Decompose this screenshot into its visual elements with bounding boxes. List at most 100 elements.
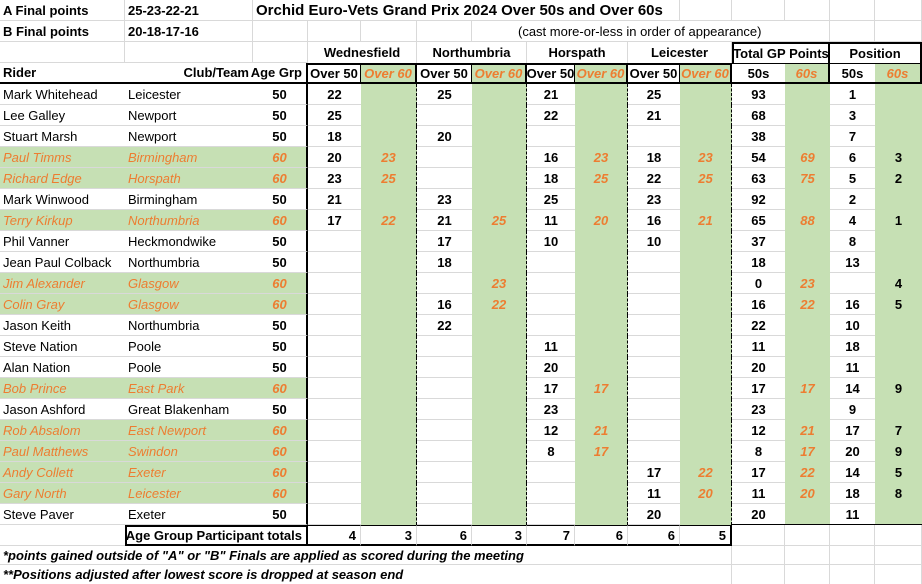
score-cell[interactable] <box>680 252 732 273</box>
score-cell[interactable] <box>680 84 732 105</box>
score-cell[interactable]: 20 <box>308 147 361 168</box>
over60-header-leicester[interactable]: Over 60 <box>680 63 732 84</box>
score-cell[interactable]: 23 <box>361 147 417 168</box>
total-50s-cell[interactable]: 68 <box>732 105 785 126</box>
score-cell[interactable]: 25 <box>527 189 575 210</box>
score-cell[interactable]: 25 <box>308 105 361 126</box>
age-grp-cell[interactable]: 50 <box>253 126 308 147</box>
age-grp-cell[interactable]: 60 <box>253 483 308 504</box>
participant-total-cell[interactable]: 5 <box>680 525 732 546</box>
club-cell[interactable]: Glasgow <box>125 294 253 315</box>
score-cell[interactable] <box>680 126 732 147</box>
score-cell[interactable] <box>575 252 628 273</box>
total-50s-cell[interactable]: 23 <box>732 399 785 420</box>
position-50s-cell[interactable]: 8 <box>830 231 875 252</box>
score-cell[interactable]: 21 <box>575 420 628 441</box>
score-cell[interactable] <box>417 273 472 294</box>
cast-note[interactable]: (cast more-or-less in order of appearanc… <box>472 21 830 42</box>
score-cell[interactable]: 25 <box>361 168 417 189</box>
age-grp-cell[interactable]: 50 <box>253 231 308 252</box>
club-cell[interactable]: Exeter <box>125 504 253 525</box>
position-60s-cell[interactable]: 7 <box>875 420 922 441</box>
score-cell[interactable] <box>308 462 361 483</box>
score-cell[interactable] <box>680 441 732 462</box>
score-cell[interactable]: 20 <box>417 126 472 147</box>
score-cell[interactable] <box>472 420 527 441</box>
total-50s-cell[interactable]: 38 <box>732 126 785 147</box>
score-cell[interactable] <box>308 504 361 525</box>
position-60s-cell[interactable] <box>875 315 922 336</box>
score-cell[interactable] <box>472 336 527 357</box>
score-cell[interactable] <box>308 252 361 273</box>
score-cell[interactable]: 11 <box>628 483 680 504</box>
score-cell[interactable] <box>417 399 472 420</box>
total-50s-cell[interactable]: 22 <box>732 315 785 336</box>
age-grp-cell[interactable]: 50 <box>253 315 308 336</box>
participant-total-cell[interactable]: 6 <box>575 525 628 546</box>
score-cell[interactable] <box>417 378 472 399</box>
total-50s-cell[interactable]: 17 <box>732 378 785 399</box>
score-cell[interactable] <box>628 420 680 441</box>
total-50s-cell[interactable]: 20 <box>732 357 785 378</box>
total-50s-cell[interactable]: 0 <box>732 273 785 294</box>
rider-name-cell[interactable]: Jason Ashford <box>0 399 125 420</box>
position-60s-cell[interactable]: 9 <box>875 441 922 462</box>
over50-header-horspath[interactable]: Over 50 <box>527 63 575 84</box>
position-50s-cell[interactable]: 2 <box>830 189 875 210</box>
score-cell[interactable] <box>575 84 628 105</box>
rider-name-cell[interactable]: Gary North <box>0 483 125 504</box>
club-cell[interactable]: Northumbria <box>125 210 253 231</box>
score-cell[interactable] <box>575 231 628 252</box>
total-60s-cell[interactable]: 20 <box>785 483 830 504</box>
score-cell[interactable] <box>361 105 417 126</box>
score-cell[interactable] <box>361 336 417 357</box>
club-cell[interactable]: Great Blakenham <box>125 399 253 420</box>
club-cell[interactable]: Glasgow <box>125 273 253 294</box>
score-cell[interactable] <box>680 189 732 210</box>
rider-name-cell[interactable]: Paul Matthews <box>0 441 125 462</box>
venue-header-wednesfield[interactable]: Wednesfield <box>308 42 417 63</box>
score-cell[interactable] <box>417 441 472 462</box>
age-grp-cell[interactable]: 50 <box>253 357 308 378</box>
total-50s-cell[interactable]: 11 <box>732 483 785 504</box>
score-cell[interactable] <box>361 84 417 105</box>
total-60s-cell[interactable] <box>785 189 830 210</box>
score-cell[interactable] <box>361 252 417 273</box>
over60-header-wednesfield[interactable]: Over 60 <box>361 63 417 84</box>
score-cell[interactable]: 11 <box>527 336 575 357</box>
score-cell[interactable] <box>680 294 732 315</box>
score-cell[interactable]: 16 <box>417 294 472 315</box>
rider-name-cell[interactable]: Steve Nation <box>0 336 125 357</box>
score-cell[interactable]: 16 <box>527 147 575 168</box>
age-grp-cell[interactable]: 60 <box>253 378 308 399</box>
total-60s-cell[interactable] <box>785 231 830 252</box>
score-cell[interactable] <box>680 273 732 294</box>
age-grp-cell[interactable]: 50 <box>253 399 308 420</box>
rider-name-cell[interactable]: Andy Collett <box>0 462 125 483</box>
score-cell[interactable]: 23 <box>575 147 628 168</box>
position-50s-cell[interactable]: 13 <box>830 252 875 273</box>
position-50s-cell[interactable] <box>830 273 875 294</box>
total-50s-cell[interactable]: 20 <box>732 504 785 525</box>
club-cell[interactable]: East Newport <box>125 420 253 441</box>
score-cell[interactable] <box>308 294 361 315</box>
score-cell[interactable]: 8 <box>527 441 575 462</box>
footnote-positions-adjusted[interactable]: **Positions adjusted after lowest score … <box>3 567 404 582</box>
total-60s-cell[interactable] <box>785 336 830 357</box>
b-final-points-value[interactable]: 20-18-17-16 <box>125 21 253 42</box>
score-cell[interactable] <box>308 378 361 399</box>
club-cell[interactable]: Horspath <box>125 168 253 189</box>
score-cell[interactable] <box>472 504 527 525</box>
total-60s-cell[interactable] <box>785 315 830 336</box>
score-cell[interactable] <box>361 504 417 525</box>
total-gp-points-header[interactable]: Total GP Points <box>732 42 830 63</box>
total-60s-cell[interactable]: 69 <box>785 147 830 168</box>
score-cell[interactable] <box>575 357 628 378</box>
total-50s-cell[interactable]: 11 <box>732 336 785 357</box>
position-60s-cell[interactable] <box>875 231 922 252</box>
total-50s-header[interactable]: 50s <box>732 63 785 84</box>
position-50s-cell[interactable]: 16 <box>830 294 875 315</box>
rider-name-cell[interactable]: Terry Kirkup <box>0 210 125 231</box>
b-final-points-label[interactable]: B Final points <box>0 21 125 42</box>
score-cell[interactable] <box>472 252 527 273</box>
